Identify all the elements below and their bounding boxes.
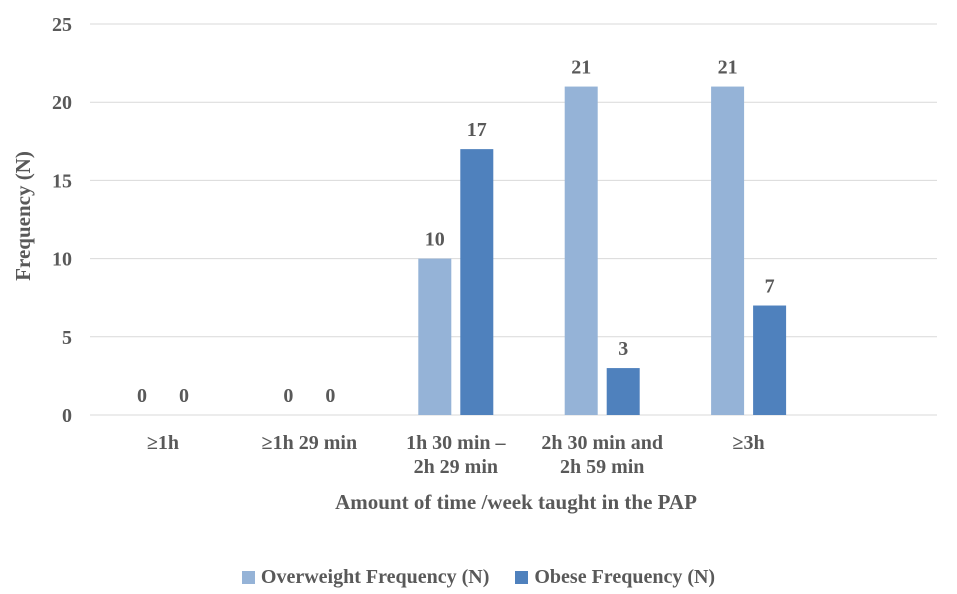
data-label: 7 xyxy=(765,276,775,298)
x-tick-label-line: 2h 59 min xyxy=(560,456,644,478)
data-label: 0 xyxy=(325,385,335,407)
data-label: 21 xyxy=(571,57,591,79)
legend-label: Overweight Frequency (N) xyxy=(260,566,490,588)
bar xyxy=(606,368,640,415)
x-tick-labels: ≥1h ≥1h 29 min 1h 30 min –2h 29 min 2h 30 m… xyxy=(147,432,765,478)
bar xyxy=(460,149,494,415)
data-label: 0 xyxy=(283,385,293,407)
data-label: 10 xyxy=(425,229,445,251)
y-tick-label: 0 xyxy=(62,405,72,427)
x-tick-label: ≥1h 29 min xyxy=(262,432,357,454)
legend-swatch xyxy=(515,571,529,584)
data-label: 21 xyxy=(718,57,738,79)
x-tick-label-line: 1h 30 min – xyxy=(406,432,506,454)
data-label: 0 xyxy=(137,385,147,407)
y-axis-label: Frequency (N) xyxy=(11,151,35,281)
legend-item: Overweight Frequency (N) xyxy=(241,566,490,589)
x-tick-label-line: ≥1h xyxy=(147,432,179,454)
x-tick-label-line: ≥3h xyxy=(733,432,765,454)
x-axis-label: Amount of time /week taught in the PAP xyxy=(335,490,697,514)
legend: Overweight Frequency (N) Obese Frequency … xyxy=(0,566,957,589)
legend-swatch xyxy=(241,571,255,584)
legend-item: Obese Frequency (N) xyxy=(515,566,715,589)
y-tick-label: 5 xyxy=(62,327,72,349)
x-tick-label-line: ≥1h 29 min xyxy=(262,432,357,454)
x-tick-label-line: 2h 29 min xyxy=(414,456,498,478)
bars xyxy=(418,86,787,415)
data-label: 17 xyxy=(467,119,487,141)
bar xyxy=(711,86,745,415)
x-tick-label-line: 2h 30 min and xyxy=(541,432,663,454)
x-tick-label: ≥1h xyxy=(147,432,179,454)
bar xyxy=(564,86,598,415)
y-tick-label: 25 xyxy=(52,14,72,36)
x-tick-label: 1h 30 min –2h 29 min xyxy=(406,432,506,478)
x-tick-label: ≥3h xyxy=(733,432,765,454)
legend-label: Obese Frequency (N) xyxy=(534,566,716,588)
gridlines xyxy=(90,23,937,416)
bar xyxy=(418,258,452,415)
y-tick-label: 15 xyxy=(52,170,72,192)
x-tick-label: 2h 30 min and 2h 59 min xyxy=(541,432,663,478)
y-tick-label: 10 xyxy=(52,249,72,271)
y-tick-labels: 0 5 10 15 20 25 xyxy=(52,14,72,427)
data-label: 0 xyxy=(179,385,189,407)
y-tick-label: 20 xyxy=(52,92,72,114)
bar xyxy=(753,305,787,415)
data-labels: 0 0 0 0 10 17 21 3 21 7 xyxy=(137,57,775,407)
data-label: 3 xyxy=(618,338,628,360)
